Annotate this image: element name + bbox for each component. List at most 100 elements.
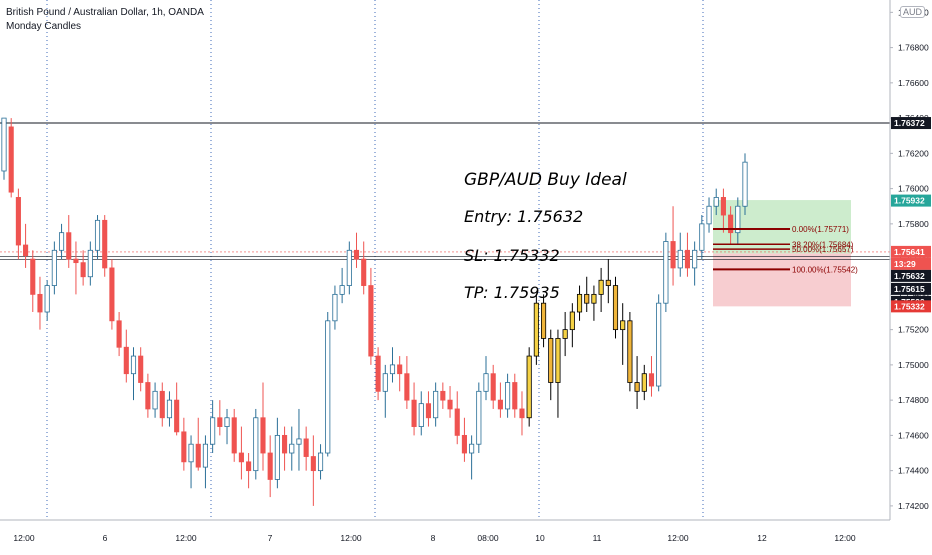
candle-body bbox=[346, 249, 352, 286]
candle-body bbox=[152, 390, 158, 410]
candle bbox=[706, 197, 712, 233]
candle bbox=[353, 232, 360, 268]
candle bbox=[195, 417, 201, 471]
candle bbox=[361, 241, 367, 295]
candle bbox=[720, 188, 726, 233]
candle bbox=[217, 400, 223, 436]
candle bbox=[8, 118, 14, 198]
candle bbox=[317, 444, 324, 480]
y-tick-label: 1.75000 bbox=[898, 360, 929, 370]
candle bbox=[224, 408, 230, 445]
y-tick-label: 1.76000 bbox=[898, 184, 929, 194]
candle bbox=[656, 294, 662, 392]
candle bbox=[202, 435, 208, 489]
candle-body bbox=[490, 373, 496, 401]
candle-body bbox=[555, 338, 561, 383]
candle-body bbox=[30, 258, 36, 295]
candle bbox=[742, 153, 748, 216]
candle-body bbox=[174, 399, 180, 433]
candle-body bbox=[598, 279, 604, 295]
entry-label: Entry: 1.75632 bbox=[464, 207, 584, 226]
y-tick-label: 1.76600 bbox=[898, 78, 929, 88]
candle bbox=[497, 382, 503, 418]
candle bbox=[368, 267, 374, 365]
price-badge-3: 13:29 bbox=[891, 257, 931, 270]
candle bbox=[627, 312, 633, 392]
candle bbox=[152, 382, 158, 418]
candle bbox=[555, 329, 561, 418]
candle-body bbox=[684, 249, 691, 269]
candle-body bbox=[353, 249, 360, 260]
candle-body bbox=[461, 434, 467, 454]
candle-body bbox=[339, 285, 345, 295]
x-tick-label: 7 bbox=[268, 533, 273, 543]
candle bbox=[109, 259, 115, 330]
candle-body bbox=[483, 373, 489, 392]
candle-body bbox=[87, 249, 93, 278]
candle bbox=[728, 206, 734, 246]
candle bbox=[713, 188, 719, 216]
candle-body bbox=[246, 461, 252, 472]
candle bbox=[454, 391, 460, 445]
candle bbox=[670, 206, 676, 286]
price-badge-label: 1.75641 bbox=[894, 247, 925, 257]
candle-body bbox=[382, 373, 388, 392]
candle-body bbox=[145, 382, 151, 410]
candle bbox=[533, 294, 539, 365]
price-badge-2: 1.75641 bbox=[891, 245, 931, 258]
candle-body bbox=[735, 205, 741, 234]
price-badge-bg bbox=[891, 117, 931, 130]
price-badge-label: 1.75615 bbox=[894, 284, 925, 294]
candle bbox=[339, 267, 345, 304]
candle bbox=[684, 232, 691, 277]
candle bbox=[591, 285, 597, 321]
currency-badge[interactable]: AUD bbox=[900, 6, 926, 18]
candle-body bbox=[497, 399, 503, 410]
fib-label-0: 0.00%(1.75771) bbox=[792, 225, 849, 234]
candle-body bbox=[317, 452, 324, 472]
candle-body bbox=[296, 438, 302, 445]
fib-label-1: 38.20%(1.75684) bbox=[792, 240, 854, 249]
candle bbox=[80, 250, 86, 286]
candle-body bbox=[433, 390, 439, 419]
candle-body bbox=[699, 223, 705, 251]
candle-body bbox=[217, 417, 223, 427]
candle bbox=[447, 386, 453, 418]
candle-body bbox=[166, 399, 173, 419]
candle bbox=[159, 382, 165, 427]
candle-body bbox=[440, 390, 446, 401]
candle-body bbox=[418, 403, 424, 427]
candle bbox=[541, 294, 547, 348]
candle-body bbox=[310, 456, 316, 472]
candle-body bbox=[677, 249, 683, 269]
candle-body bbox=[44, 285, 50, 313]
candle-body bbox=[548, 338, 554, 383]
candle bbox=[1, 117, 7, 180]
price-badge-label: 1.75332 bbox=[894, 301, 925, 311]
candle bbox=[181, 417, 187, 471]
candle bbox=[274, 417, 280, 489]
candle-body bbox=[397, 364, 403, 375]
candle bbox=[23, 223, 29, 268]
candle bbox=[699, 215, 705, 260]
candle bbox=[253, 408, 259, 480]
candle bbox=[210, 400, 216, 454]
candle-body bbox=[123, 346, 129, 375]
candle-body bbox=[627, 320, 633, 383]
candle-body bbox=[648, 373, 655, 387]
candle bbox=[505, 373, 511, 418]
candle-body bbox=[533, 302, 539, 357]
candle bbox=[166, 391, 173, 427]
candle-body bbox=[526, 355, 532, 419]
candle bbox=[289, 426, 295, 471]
candle bbox=[397, 356, 403, 392]
price-badge-1: 1.75932 bbox=[891, 194, 931, 207]
candle bbox=[648, 356, 655, 397]
candle bbox=[174, 382, 180, 436]
price-badge-bg bbox=[891, 282, 931, 295]
candle-body bbox=[670, 241, 676, 269]
candle-body bbox=[713, 197, 719, 207]
sl-label: SL: 1.75332 bbox=[464, 246, 560, 265]
